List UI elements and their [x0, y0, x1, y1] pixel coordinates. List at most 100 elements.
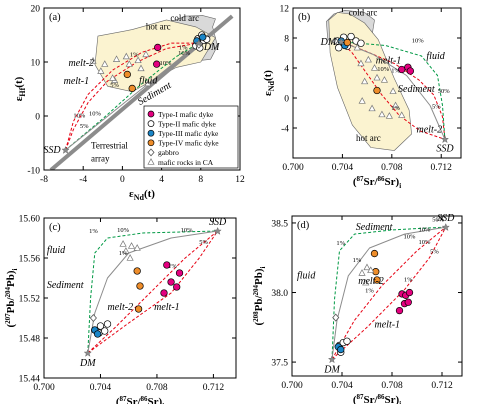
annotation-label: melt-1 [154, 302, 180, 313]
data-point [398, 111, 406, 118]
plot-area [49, 14, 234, 170]
x-tick-label: 0.712 [203, 383, 225, 393]
end-member-label: SSD [43, 145, 61, 156]
x-tick-label: 4 [159, 175, 164, 185]
annotation-label: Sediment [356, 222, 393, 233]
end-member-label: SSD [436, 143, 454, 154]
end-member-marker [441, 223, 450, 231]
curve-fluid [341, 41, 446, 140]
y-axis-title: εHf(t) [13, 76, 27, 101]
data-point [363, 263, 371, 271]
data-point [358, 97, 366, 104]
panel-label: (d) [297, 220, 310, 231]
series-gabbro [89, 313, 97, 323]
data-point [167, 278, 175, 286]
x-tick-label: 0.712 [431, 163, 453, 173]
curve-Sediment [331, 226, 446, 360]
annotation-label: melt-2 [108, 302, 134, 313]
panel-label: (b) [298, 12, 311, 23]
curve-percent-label: 1% [391, 105, 400, 112]
curve-melt-1 [65, 42, 199, 151]
series-type-iv-mafic-dyke [133, 267, 144, 313]
panel-label: (a) [49, 12, 61, 23]
panel-a: -8 -4 0 4 8 12-1001020(a)1%5%10%5%10%10%10%1%… [13, 5, 245, 203]
annotation-label: melt-2 [69, 58, 95, 69]
x-tick-label: 8 [198, 175, 203, 185]
series-type-i-mafic-dyke [160, 261, 184, 297]
annotation-label: melt-2 [417, 125, 443, 136]
x-axis-title: εNd(t) [129, 188, 155, 202]
annotation-label: melt-2 [358, 276, 384, 287]
data-point [347, 32, 355, 41]
data-point [134, 305, 143, 313]
legend-marker [147, 110, 155, 118]
plot-frame [292, 7, 462, 159]
data-point [405, 288, 414, 297]
series-mafic-rocks-in-ca [358, 263, 375, 286]
annotation-label: hot arc [356, 133, 381, 143]
x-axis-title: (87Sr/86Sr)i [353, 175, 401, 190]
curve-percent-label: 1% [119, 250, 128, 257]
data-point [112, 55, 121, 62]
data-point [373, 276, 381, 284]
series-type-i-mafic-dyke [395, 288, 414, 315]
curve-percent-label: 10% [419, 226, 432, 233]
data-point [101, 327, 109, 335]
data-point [109, 74, 117, 81]
data-point [89, 313, 97, 323]
series-type-iv-mafic-dyke [370, 249, 381, 284]
x-tick-label: -4 [79, 175, 87, 185]
series-type-ii-mafic-dyke [333, 32, 365, 52]
annotation-label: Sediment [47, 280, 84, 291]
data-point [199, 33, 207, 41]
curve-fluid [65, 42, 200, 151]
data-point [357, 39, 365, 47]
plot-area [331, 226, 447, 360]
x-tick-label: 0.708 [146, 383, 168, 393]
curve-percent-label: 10% [89, 110, 102, 117]
data-point [337, 345, 345, 354]
y-tick-label: 0 [35, 113, 40, 123]
curve-fluid [331, 226, 446, 360]
end-member-label: DM [79, 358, 96, 369]
curve-Sediment [65, 42, 200, 151]
y-tick-label: 15.52 [19, 295, 41, 305]
data-point [160, 289, 168, 297]
panel-b: 0.700 0.704 0.708 0.712 -4 0 4 8 12 (b) 10% 50% 5% 1%… [262, 5, 462, 190]
data-point [373, 73, 381, 81]
x-tick-label: -8 [40, 175, 48, 185]
legend-entry: Type-II mafic dyke [158, 119, 216, 128]
curve-melt-2 [340, 41, 446, 140]
end-member-marker [83, 348, 92, 357]
data-point [367, 266, 375, 273]
data-point [144, 79, 152, 87]
data-point [335, 44, 343, 52]
y-tick-label: -10 [27, 167, 40, 177]
annotation-label: Terrestrial [91, 140, 128, 150]
legend-entry: Type-III mafic dyke [158, 129, 219, 138]
data-point [153, 60, 161, 68]
series-gabbro [331, 36, 339, 46]
curve-percent-label: 10% [404, 233, 417, 240]
curve-percent-label: 50% [432, 217, 445, 224]
series-type-iii-mafic-dyke [334, 343, 345, 354]
data-point [133, 267, 141, 275]
data-point [122, 52, 130, 60]
curve-percent-label: 1% [168, 263, 177, 270]
data-point [136, 282, 144, 290]
data-point [385, 112, 393, 119]
curve-percent-label: 1% [336, 240, 345, 247]
series-mafic-rocks-in-ca [89, 50, 152, 87]
annotation-label: melt-1 [64, 76, 90, 87]
data-point [96, 322, 105, 330]
curve-percent-label: 10% [377, 66, 390, 73]
data-point [163, 261, 171, 269]
x-tick-label: 0.708 [381, 381, 403, 391]
data-point [134, 56, 142, 64]
plot-area [87, 230, 219, 354]
legend-marker [147, 158, 155, 165]
data-point [97, 67, 105, 74]
y-tick-label: 10 [31, 59, 41, 69]
data-point [126, 254, 134, 261]
